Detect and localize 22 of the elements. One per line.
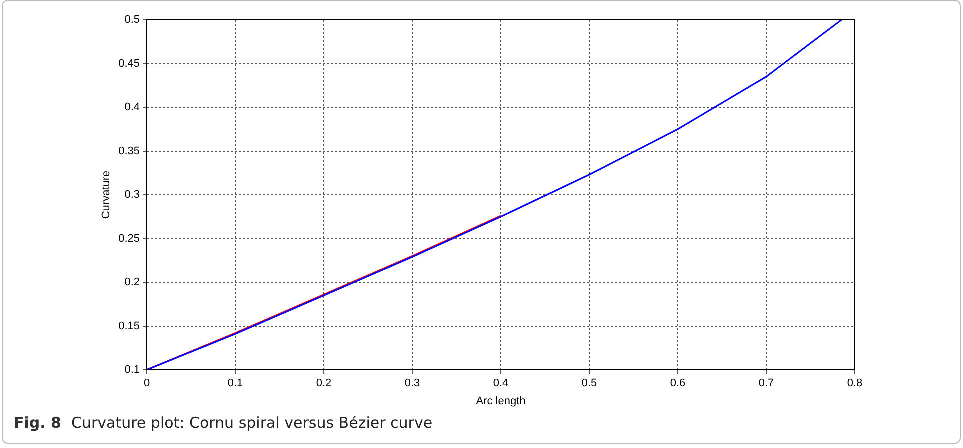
y-axis-title: Curvature <box>100 170 113 220</box>
y-tick-label: 0.45 <box>118 58 140 70</box>
x-tick-label: 0.2 <box>316 378 332 390</box>
x-tick-label: 0.7 <box>758 378 774 390</box>
y-tick-label: 0.1 <box>124 364 140 376</box>
text: Curvature plot: Cornu spiral versus Bézier curve <box>71 414 433 432</box>
y-tick-label: 0.2 <box>124 276 140 289</box>
x-tick-label: 0 <box>144 378 150 390</box>
y-tick-label: 0.5 <box>124 14 140 26</box>
x-tick-label: 0.4 <box>493 378 509 390</box>
x-axis-title: Arc length <box>476 395 526 408</box>
x-tick-label: 0.6 <box>670 378 686 390</box>
x-tick-label: 0.8 <box>847 378 863 390</box>
x-tick-label: 0.5 <box>582 378 598 390</box>
y-tick-label: 0.35 <box>118 145 140 158</box>
y-tick-label: 0.3 <box>124 189 140 202</box>
x-tick-label: 0.3 <box>404 378 420 390</box>
y-tick-label: 0.25 <box>118 232 140 245</box>
y-tick-label: 0.4 <box>124 102 140 114</box>
caption: Fig. 8 <box>14 414 62 432</box>
x-tick-label: 0.1 <box>228 378 244 390</box>
y-tick-label: 0.15 <box>118 320 140 332</box>
